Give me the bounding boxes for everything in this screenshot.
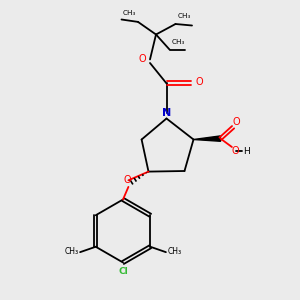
Text: N: N	[162, 107, 171, 118]
Text: CH₃: CH₃	[123, 10, 136, 16]
Text: CH₃: CH₃	[65, 247, 79, 256]
Text: Cl: Cl	[118, 267, 128, 276]
Text: O: O	[124, 175, 132, 185]
Text: H: H	[244, 147, 250, 156]
Text: CH₃: CH₃	[171, 39, 184, 45]
Text: O: O	[195, 77, 203, 87]
Polygon shape	[194, 136, 220, 141]
Text: O: O	[139, 54, 146, 64]
Text: CH₃: CH₃	[167, 247, 181, 256]
Text: CH₃: CH₃	[178, 13, 191, 19]
Text: O: O	[232, 146, 239, 156]
Text: O: O	[232, 117, 240, 127]
